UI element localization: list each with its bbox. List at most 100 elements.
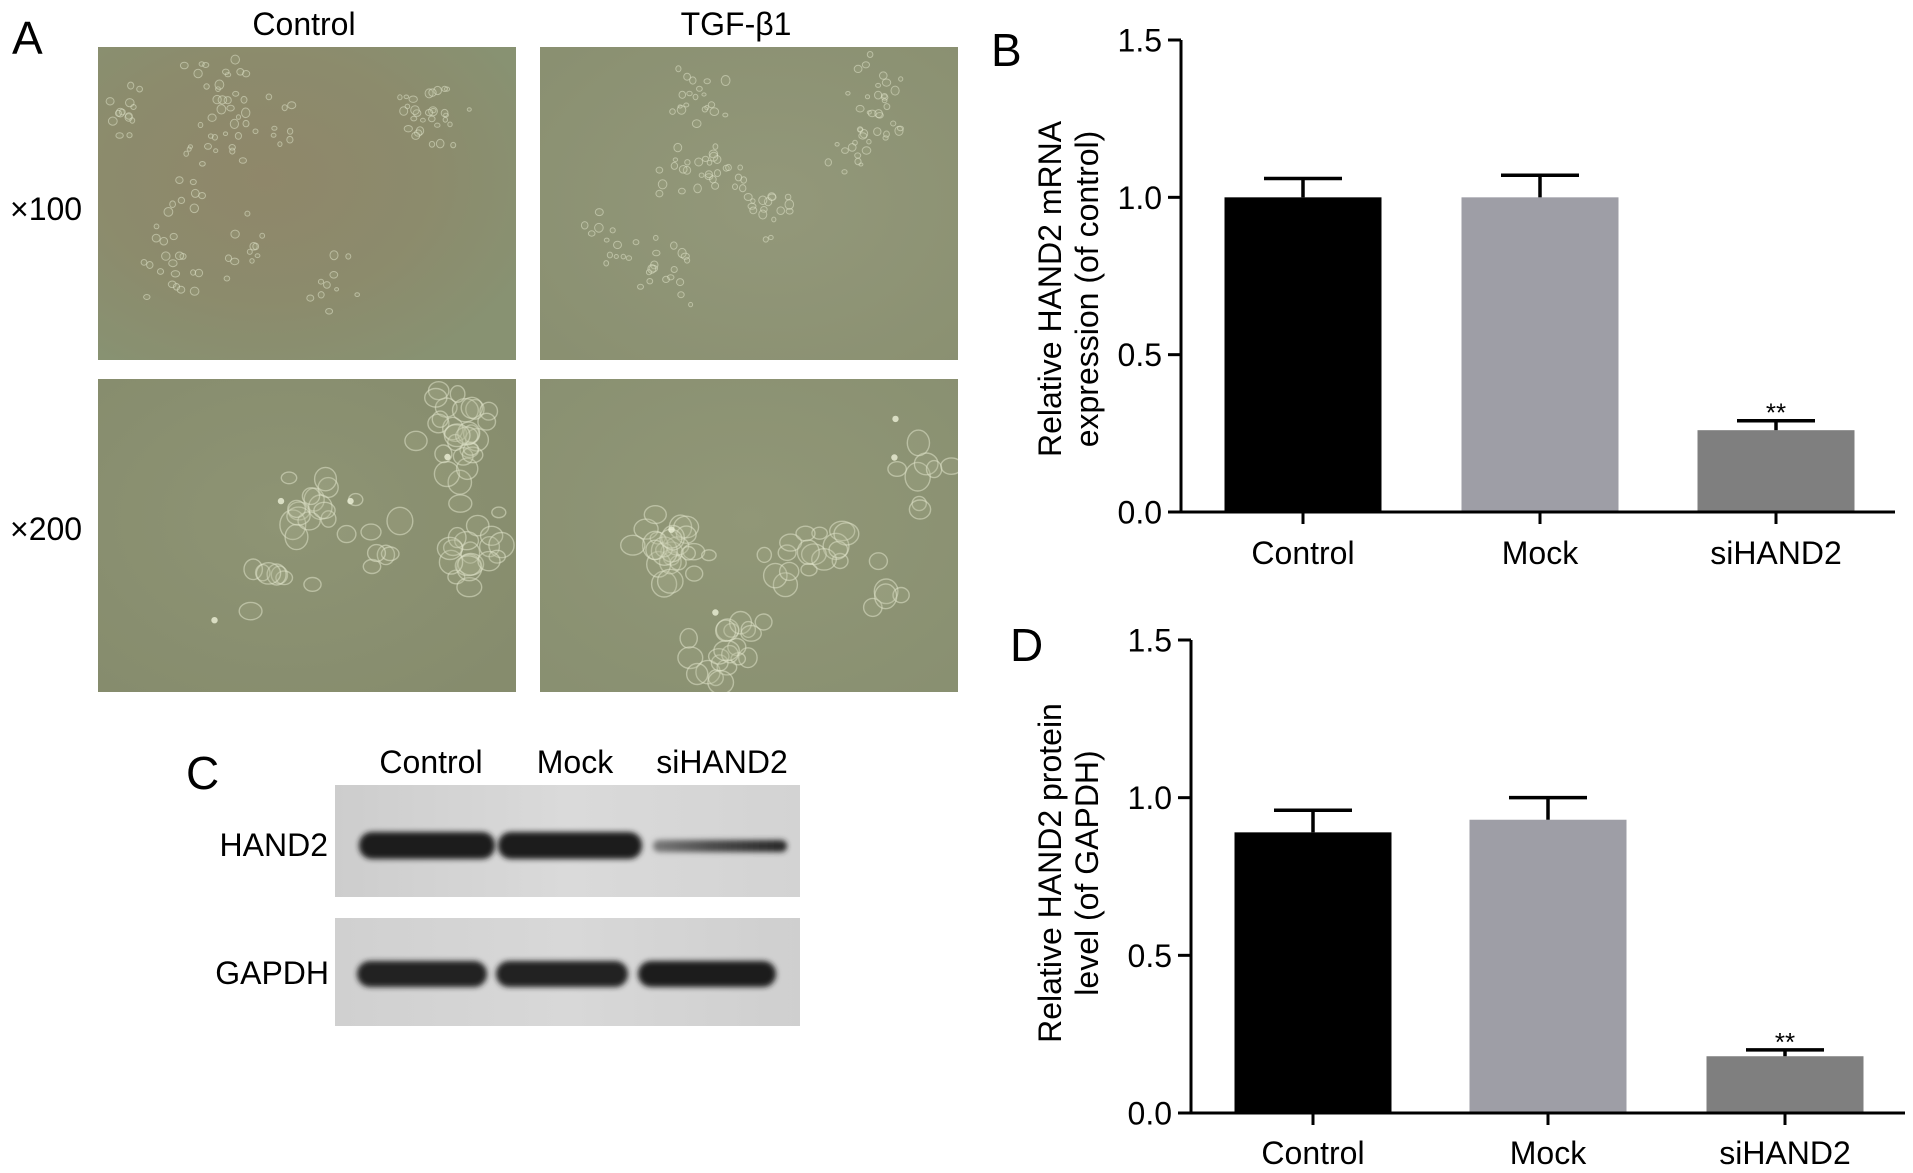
cell <box>303 576 322 593</box>
cell <box>252 242 260 251</box>
cell <box>756 546 773 564</box>
cell <box>609 227 616 234</box>
cell <box>213 148 219 154</box>
cell <box>403 125 413 133</box>
cell <box>854 157 862 166</box>
cell <box>460 396 484 419</box>
cell <box>183 150 189 157</box>
cell <box>479 525 504 547</box>
cell <box>632 239 640 246</box>
cell <box>693 183 702 194</box>
lane-label-mock: Mock <box>536 744 614 780</box>
cell <box>898 76 904 82</box>
y-tick-label: 1.5 <box>1128 623 1172 659</box>
cell <box>244 210 251 217</box>
cell <box>776 206 785 215</box>
cell <box>240 95 248 104</box>
cell <box>107 116 118 126</box>
cell <box>853 64 863 73</box>
cell <box>266 563 287 586</box>
cell <box>286 135 294 144</box>
cell <box>845 91 851 96</box>
cell <box>647 264 657 274</box>
y-axis-label: expression (of control) <box>1069 131 1105 448</box>
cell <box>223 275 231 282</box>
cell <box>243 558 264 581</box>
cell <box>879 71 888 80</box>
cell <box>712 143 719 150</box>
panel-c-label: C <box>186 747 220 799</box>
cell <box>874 109 883 119</box>
bar-mock <box>1461 197 1619 513</box>
cell <box>230 54 240 65</box>
cell <box>606 251 614 259</box>
cell <box>683 72 692 81</box>
cell <box>433 85 443 96</box>
cell <box>866 138 872 145</box>
cell-layer <box>105 54 472 315</box>
cell <box>259 232 266 239</box>
cell <box>433 460 461 488</box>
protein-label-gapdh: GAPDH <box>215 955 329 991</box>
cell <box>603 260 610 267</box>
cell <box>740 624 763 642</box>
cell <box>637 283 644 290</box>
cell <box>115 132 124 139</box>
band-gapdh-mock <box>496 961 628 987</box>
cell <box>829 520 856 542</box>
cell <box>281 104 288 112</box>
cell <box>136 85 143 93</box>
cell <box>177 196 186 204</box>
chart-b-mrna-expression: ** 0.0 0.5 1.0 1.5 Control Mock siHAND2 Relative… <box>1032 23 1895 571</box>
bar-control <box>1234 832 1392 1113</box>
cell <box>771 216 777 223</box>
micrograph-background <box>98 47 516 360</box>
cell <box>277 141 283 147</box>
cell <box>587 230 596 237</box>
cell <box>890 120 897 127</box>
cell <box>423 387 448 408</box>
cell <box>447 121 453 128</box>
cell <box>197 121 204 129</box>
cell <box>203 83 210 90</box>
cell <box>193 68 203 79</box>
cell <box>320 510 337 528</box>
cell <box>686 90 693 97</box>
cell <box>435 138 445 149</box>
micrograph-background <box>540 379 958 692</box>
cell <box>645 539 665 561</box>
cell <box>255 561 282 585</box>
cell <box>168 259 178 268</box>
cell <box>866 51 874 58</box>
cell <box>190 188 200 198</box>
cell <box>190 269 197 276</box>
cell <box>861 146 872 155</box>
cell <box>153 223 160 230</box>
cell <box>386 506 414 536</box>
cell <box>670 161 679 170</box>
x-tick-label: siHAND2 <box>1710 535 1842 571</box>
rounded-cell <box>891 454 898 461</box>
rounded-cell <box>277 497 285 505</box>
cell <box>772 572 799 598</box>
cell <box>727 637 747 657</box>
cell <box>449 384 466 404</box>
rounded-cell <box>211 617 218 624</box>
cell <box>411 131 421 140</box>
cell <box>163 207 174 217</box>
cell <box>238 601 263 621</box>
cell <box>287 101 297 110</box>
bar-sihand2 <box>1697 430 1855 512</box>
cell <box>881 98 888 104</box>
cell <box>784 199 795 210</box>
cell <box>207 113 217 122</box>
cell <box>691 119 702 128</box>
cell <box>172 283 181 291</box>
cell <box>329 250 339 261</box>
y-axis-label: Relative HAND2 protein <box>1032 703 1068 1043</box>
rounded-cell <box>892 415 899 423</box>
cell <box>249 242 258 251</box>
cell <box>704 170 713 179</box>
cell <box>678 165 688 174</box>
cell <box>841 147 849 154</box>
